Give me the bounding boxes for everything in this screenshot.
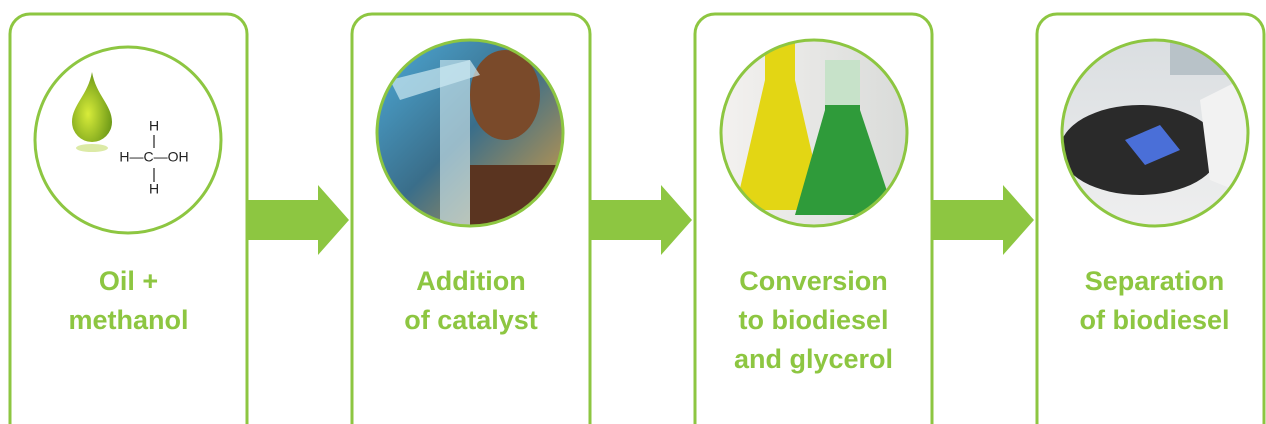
step-label: methanol [68, 305, 188, 335]
step-label: to biodiesel [738, 305, 888, 335]
step-label: of catalyst [404, 305, 538, 335]
formula-bottom: H [149, 181, 159, 197]
arrow [248, 185, 349, 255]
step-label: Addition [416, 266, 525, 296]
oil-methanol-image: H H—C—OH H [35, 47, 221, 233]
formula-middle: H—C—OH [119, 149, 188, 165]
step-label: and glycerol [734, 344, 893, 374]
process-diagram: H H—C—OH H Oil + methanol Addition of catal… [0, 0, 1266, 424]
formula-top: H [149, 118, 159, 134]
step-label: Separation [1085, 266, 1225, 296]
arrow [933, 185, 1034, 255]
step-label: of biodiesel [1079, 305, 1229, 335]
step-label: Oil + [99, 266, 158, 296]
step-label: Conversion [739, 266, 888, 296]
arrow [591, 185, 692, 255]
